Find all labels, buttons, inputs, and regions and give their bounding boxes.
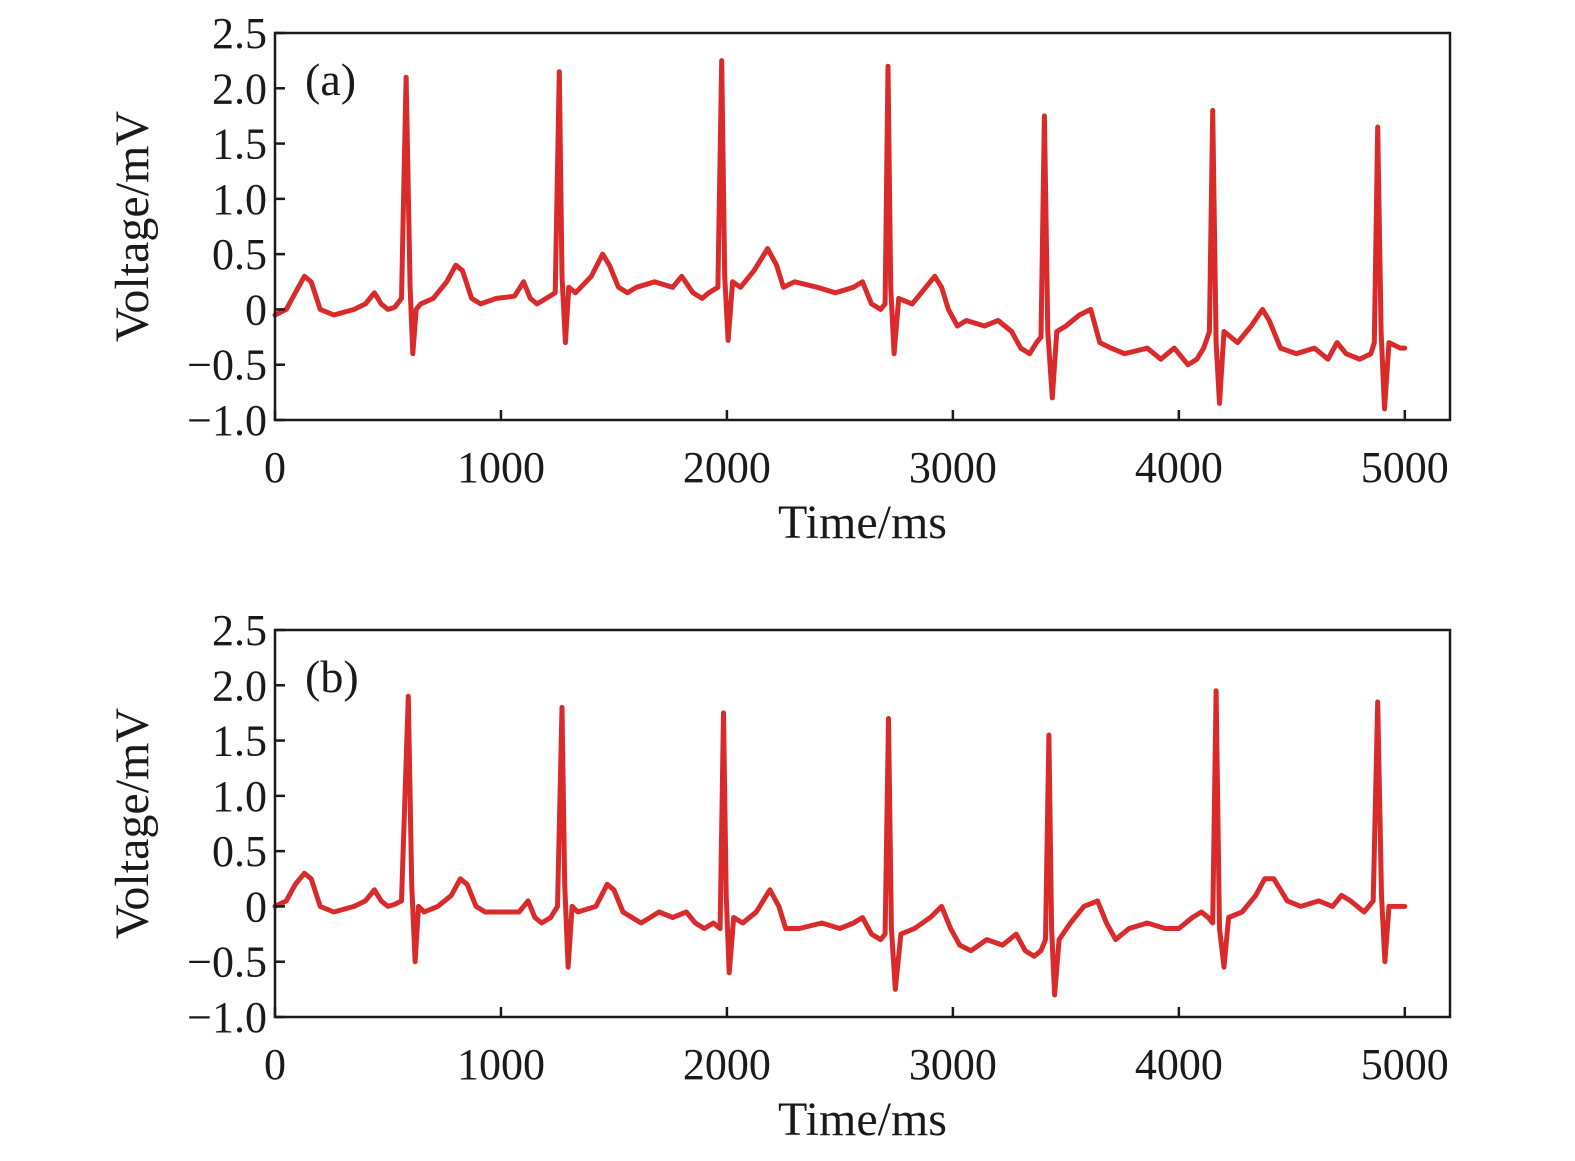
x-axis-label: Time/ms [778, 496, 947, 549]
x-tick-label: 5000 [1361, 443, 1449, 492]
y-tick-label: 1.0 [212, 175, 267, 224]
x-tick-label: 2000 [683, 1040, 771, 1089]
ecg-panel-a: 0 1000 2000 3000 4000 5000 2.5 2.0 1.5 1.0 0.5 0 −0.… [106, 9, 1452, 549]
x-tick-label: 3000 [909, 1040, 997, 1089]
axes-frame [273, 628, 1452, 1019]
y-tick-label: 2.5 [212, 606, 267, 655]
x-tick-label: 0 [264, 1040, 286, 1089]
y-tick-label: −1.0 [187, 396, 267, 445]
x-tick-label: 2000 [683, 443, 771, 492]
x-tick-label: 3000 [909, 443, 997, 492]
x-tick-label: 5000 [1361, 1040, 1449, 1089]
x-axis-label: Time/ms [778, 1093, 947, 1146]
axes-frame [273, 31, 1452, 422]
ecg-signal-line [272, 58, 1408, 412]
y-tick-label: 1.0 [212, 772, 267, 821]
y-axis-label: Voltage/mV [106, 111, 159, 342]
y-tick-label: −1.0 [187, 993, 267, 1042]
y-tick-label: 0 [245, 882, 267, 931]
x-tick-label: 4000 [1135, 443, 1223, 492]
y-tick-label: 2.5 [212, 9, 267, 58]
y-tick-label: 1.5 [212, 120, 267, 169]
x-tick-label: 0 [264, 443, 286, 492]
x-tick-label: 1000 [457, 1040, 545, 1089]
y-axis-label: Voltage/mV [106, 708, 159, 939]
ecg-signal-line [272, 688, 1408, 998]
y-tick-label: 1.5 [212, 717, 267, 766]
y-tick-label: 2.0 [212, 661, 267, 710]
ecg-panel-b: 0 1000 2000 3000 4000 5000 2.5 2.0 1.5 1.0 0.5 0 −0.… [106, 606, 1452, 1146]
x-tick-label: 4000 [1135, 1040, 1223, 1089]
panel-label: (a) [305, 54, 356, 105]
y-tick-label: −0.5 [187, 938, 267, 987]
x-tick-label: 1000 [457, 443, 545, 492]
y-tick-label: 0 [245, 285, 267, 334]
panel-label: (b) [305, 651, 359, 702]
y-tick-label: −0.5 [187, 341, 267, 390]
y-tick-label: 0.5 [212, 827, 267, 876]
y-tick-label: 2.0 [212, 64, 267, 113]
y-tick-label: 0.5 [212, 230, 267, 279]
